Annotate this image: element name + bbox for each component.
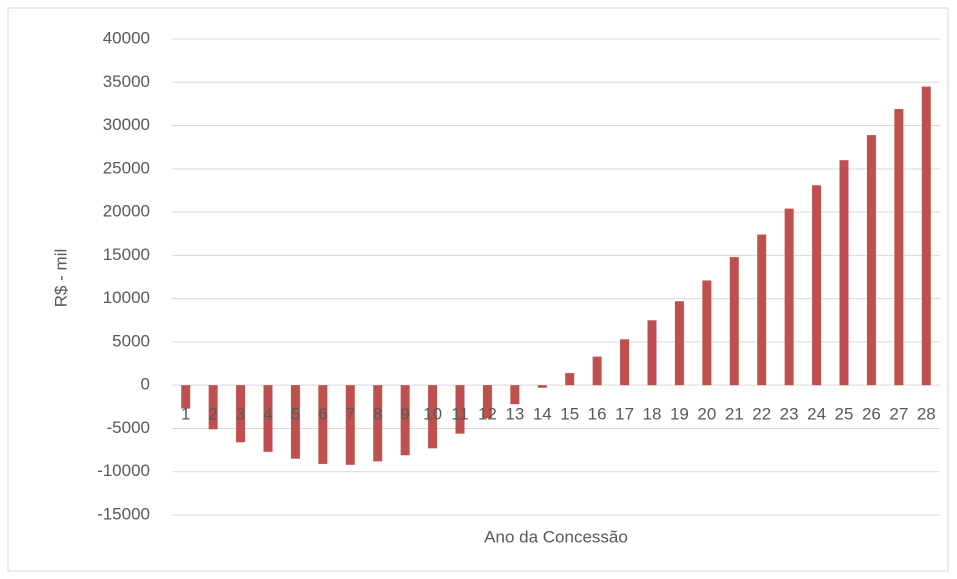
x-tick-label: 8 [373, 405, 382, 424]
x-tick-label: 13 [505, 405, 524, 424]
bar [428, 385, 438, 449]
y-tick-label: -10000 [97, 461, 150, 480]
y-tick-label: 40000 [103, 28, 150, 47]
bar [592, 356, 602, 386]
x-tick-label: 21 [725, 405, 744, 424]
bar [263, 385, 273, 452]
x-tick-label: 14 [533, 405, 552, 424]
bar [537, 385, 547, 388]
bar [565, 373, 575, 386]
x-tick-label: 10 [423, 405, 442, 424]
x-tick-label: 23 [780, 405, 799, 424]
bar [208, 385, 218, 430]
x-tick-label: 28 [917, 405, 936, 424]
y-tick-label: 15000 [103, 245, 150, 264]
x-tick-label: 11 [451, 405, 469, 424]
y-tick-label: -15000 [97, 504, 150, 523]
x-tick-label: 3 [236, 405, 245, 424]
x-tick-label: 16 [588, 405, 607, 424]
bar [620, 339, 630, 386]
bar [921, 86, 931, 386]
y-tick-label: 25000 [103, 158, 150, 177]
y-tick-label: -5000 [107, 418, 150, 437]
bar [373, 385, 383, 462]
x-tick-label: 24 [807, 405, 826, 424]
bar [674, 301, 684, 386]
y-tick-label: 5000 [112, 331, 150, 350]
bar [784, 208, 794, 386]
bar [757, 234, 767, 386]
bar [510, 385, 520, 405]
y-tick-label: 30000 [103, 115, 150, 134]
bar [345, 385, 355, 465]
x-tick-label: 17 [615, 405, 634, 424]
bar [482, 385, 492, 419]
bar [318, 385, 328, 464]
bar [181, 385, 191, 409]
x-tick-label: 2 [208, 405, 217, 424]
x-tick-label: 12 [478, 405, 497, 424]
bar [894, 109, 904, 386]
bar [729, 257, 739, 386]
x-tick-label: 25 [835, 405, 854, 424]
y-axis-label: R$ - mil [51, 249, 70, 308]
bar [866, 135, 876, 386]
bar [812, 185, 822, 386]
x-tick-label: 4 [263, 405, 272, 424]
x-tick-label: 22 [752, 405, 771, 424]
bar [400, 385, 410, 456]
x-tick-label: 15 [560, 405, 579, 424]
bar [702, 280, 712, 386]
x-tick-label: 7 [346, 405, 355, 424]
x-tick-label: 5 [291, 405, 300, 424]
x-tick-label: 18 [643, 405, 662, 424]
y-tick-label: 0 [141, 375, 150, 394]
x-axis-label: Ano da Concessão [484, 527, 628, 546]
bar [236, 385, 246, 443]
x-tick-label: 27 [889, 405, 908, 424]
bar [647, 320, 657, 386]
y-tick-label: 35000 [103, 72, 150, 91]
bar [839, 160, 849, 386]
x-tick-label: 9 [400, 405, 409, 424]
y-tick-label: 10000 [103, 288, 150, 307]
y-tick-label: 20000 [103, 202, 150, 221]
bar [455, 385, 465, 434]
bar [290, 385, 300, 459]
x-tick-label: 20 [697, 405, 716, 424]
x-tick-label: 6 [318, 405, 327, 424]
x-tick-label: 19 [670, 405, 689, 424]
x-tick-label: 26 [862, 405, 881, 424]
x-tick-label: 1 [181, 405, 190, 424]
